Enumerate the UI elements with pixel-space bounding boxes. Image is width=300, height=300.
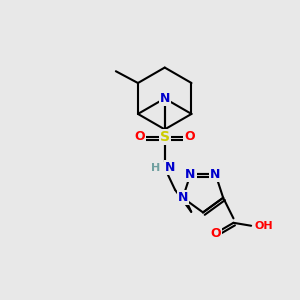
Text: N: N <box>160 92 170 105</box>
Text: OH: OH <box>254 221 273 231</box>
Text: N: N <box>185 168 196 181</box>
Text: O: O <box>184 130 195 143</box>
Text: S: S <box>160 130 170 144</box>
Text: O: O <box>211 226 221 240</box>
Text: O: O <box>134 130 145 143</box>
Text: N: N <box>210 168 220 181</box>
Text: N: N <box>178 191 188 204</box>
Text: H: H <box>151 163 160 173</box>
Text: N: N <box>165 161 175 174</box>
